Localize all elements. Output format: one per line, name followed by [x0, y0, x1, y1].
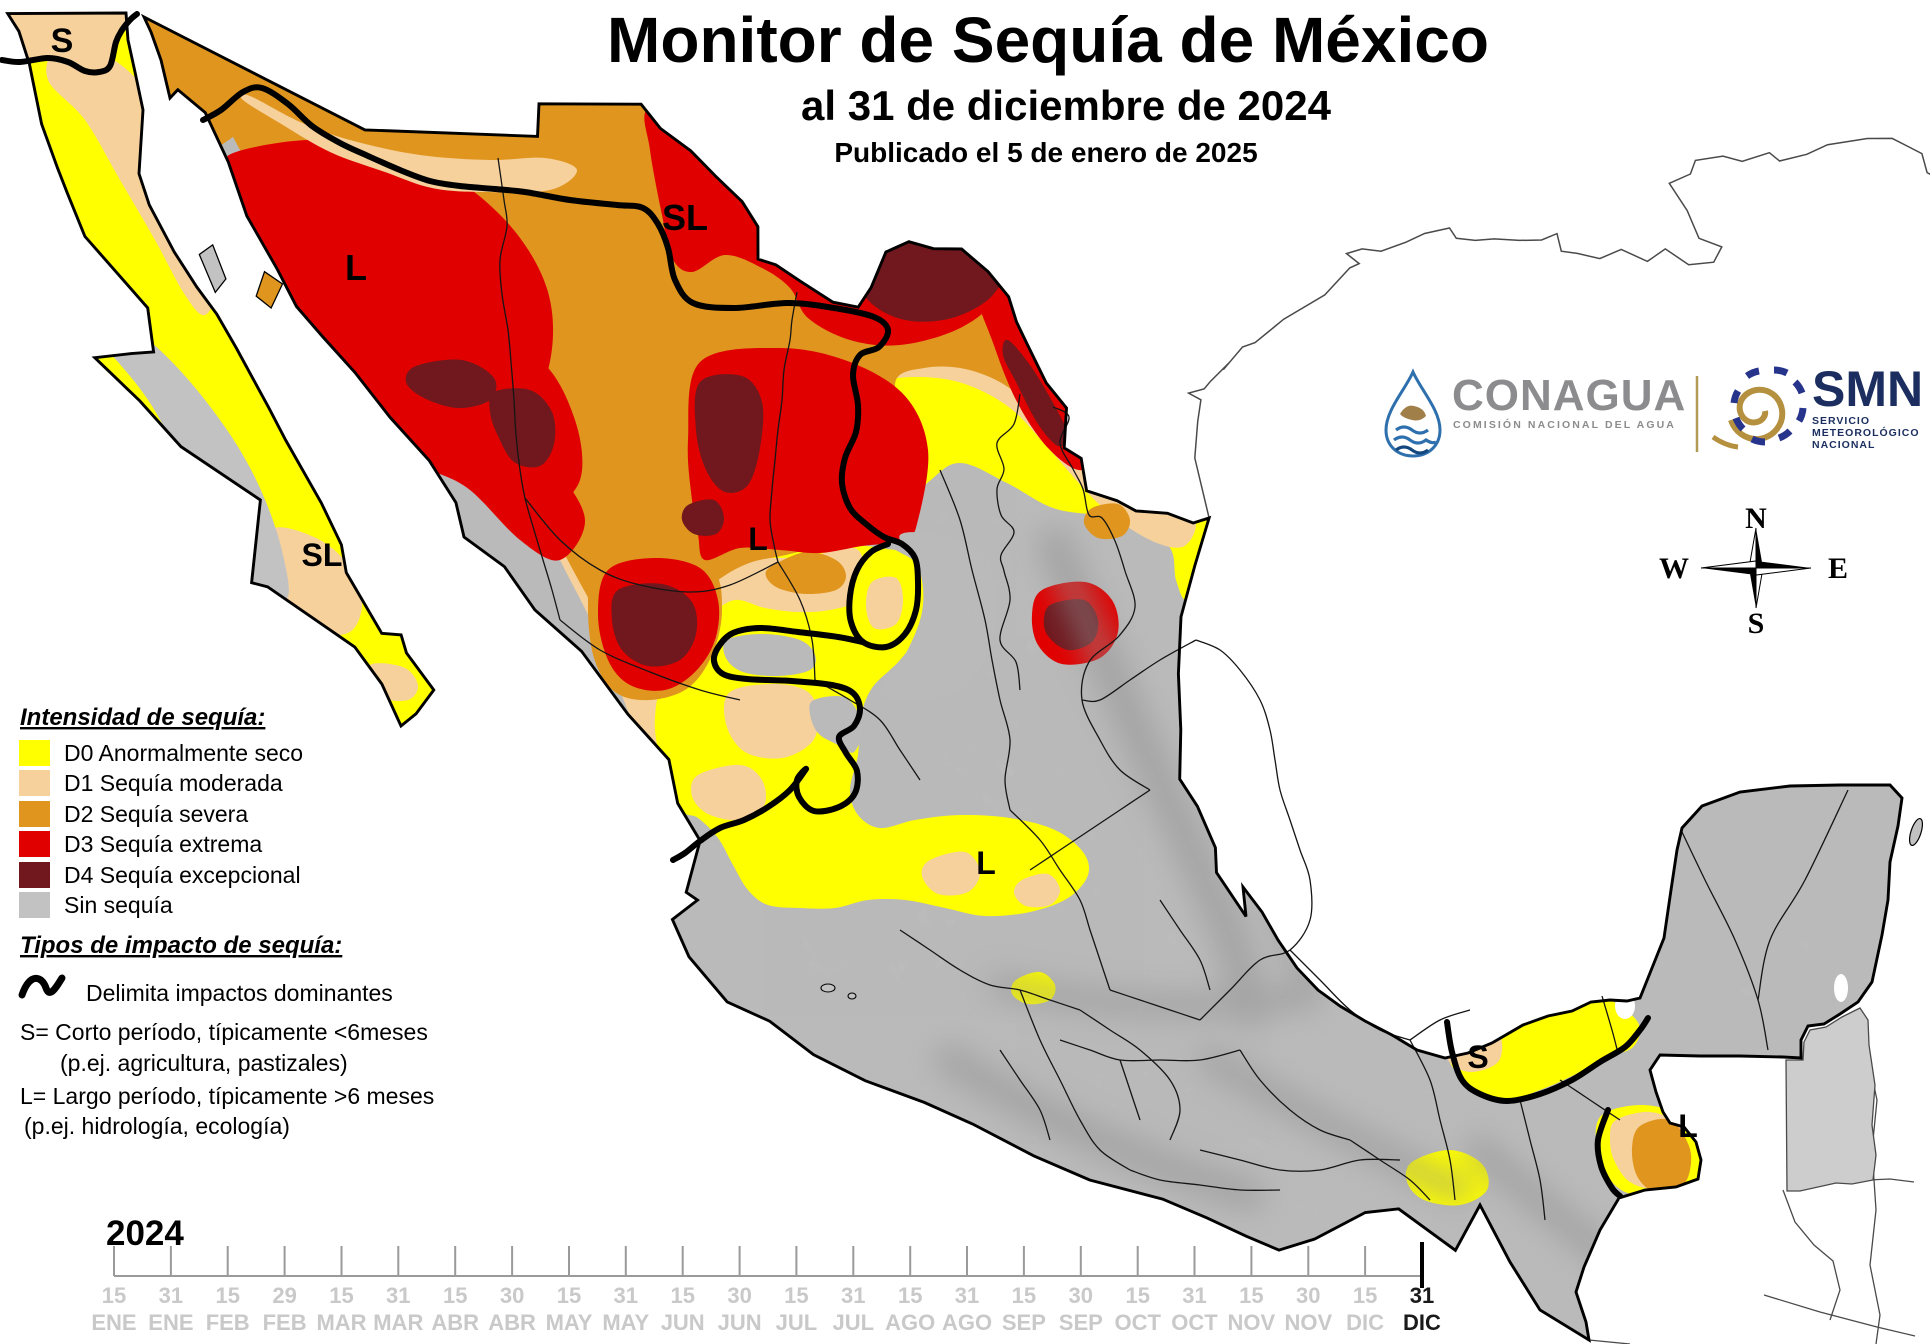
- svg-text:DIC: DIC: [1403, 1310, 1441, 1335]
- svg-text:ENE: ENE: [148, 1310, 193, 1335]
- svg-text:NOV: NOV: [1228, 1310, 1276, 1335]
- svg-text:W: W: [1659, 552, 1689, 585]
- svg-text:MAR: MAR: [373, 1310, 423, 1335]
- svg-text:SEP: SEP: [1059, 1310, 1103, 1335]
- svg-text:L: L: [976, 845, 996, 881]
- svg-text:NOV: NOV: [1284, 1310, 1332, 1335]
- svg-text:L: L: [1678, 1108, 1698, 1144]
- svg-text:SL: SL: [662, 197, 708, 238]
- svg-text:15: 15: [1125, 1283, 1149, 1308]
- svg-text:SL: SL: [302, 537, 343, 573]
- svg-text:MAY: MAY: [602, 1310, 649, 1335]
- svg-text:15: 15: [557, 1283, 581, 1308]
- svg-text:15: 15: [1239, 1283, 1263, 1308]
- svg-text:15: 15: [670, 1283, 694, 1308]
- svg-text:AGO: AGO: [885, 1310, 935, 1335]
- svg-text:AGO: AGO: [942, 1310, 992, 1335]
- svg-text:15: 15: [215, 1283, 239, 1308]
- svg-text:15: 15: [329, 1283, 353, 1308]
- svg-text:D4 Sequía excepcional: D4 Sequía excepcional: [64, 862, 301, 888]
- svg-text:31: 31: [614, 1283, 638, 1308]
- svg-text:S: S: [51, 22, 74, 60]
- svg-text:FEB: FEB: [206, 1310, 250, 1335]
- svg-text:JUN: JUN: [718, 1310, 762, 1335]
- svg-text:MAR: MAR: [316, 1310, 366, 1335]
- svg-text:D1 Sequía moderada: D1 Sequía moderada: [64, 770, 283, 796]
- svg-text:D3 Sequía extrema: D3 Sequía extrema: [64, 831, 262, 857]
- svg-text:30: 30: [1296, 1283, 1320, 1308]
- svg-text:31: 31: [1182, 1283, 1206, 1308]
- svg-text:ABR: ABR: [488, 1310, 536, 1335]
- svg-text:SMN: SMN: [1812, 361, 1923, 417]
- svg-text:al 31 de diciembre de 2024: al 31 de diciembre de 2024: [801, 82, 1332, 129]
- svg-text:D2 Sequía severa: D2 Sequía severa: [64, 801, 248, 827]
- svg-text:S: S: [1467, 1039, 1488, 1075]
- svg-text:FEB: FEB: [263, 1310, 307, 1335]
- svg-text:15: 15: [1012, 1283, 1036, 1308]
- svg-text:31: 31: [386, 1283, 410, 1308]
- svg-text:ENE: ENE: [91, 1310, 136, 1335]
- svg-text:31: 31: [955, 1283, 979, 1308]
- svg-text:Publicado el 5 de enero de 202: Publicado el 5 de enero de 2025: [834, 137, 1257, 168]
- svg-text:(p.ej. hidrología, ecología): (p.ej. hidrología, ecología): [24, 1113, 290, 1139]
- svg-text:29: 29: [272, 1283, 296, 1308]
- svg-text:E: E: [1828, 552, 1848, 585]
- svg-text:15: 15: [1353, 1283, 1377, 1308]
- svg-text:L: L: [748, 521, 768, 557]
- svg-text:Intensidad de sequía:: Intensidad de sequía:: [20, 704, 265, 731]
- svg-text:N: N: [1745, 502, 1767, 535]
- svg-text:30: 30: [500, 1283, 524, 1308]
- svg-text:COMISIÓN NACIONAL DEL AGUA: COMISIÓN NACIONAL DEL AGUA: [1453, 418, 1676, 431]
- svg-text:OCT: OCT: [1171, 1310, 1218, 1335]
- svg-text:Tipos de impacto de sequía:: Tipos de impacto de sequía:: [20, 932, 342, 959]
- svg-text:S= Corto período, típicamente: S= Corto período, típicamente <6meses: [20, 1019, 428, 1045]
- svg-text:15: 15: [102, 1283, 126, 1308]
- svg-text:JUN: JUN: [661, 1310, 705, 1335]
- svg-text:31: 31: [159, 1283, 183, 1308]
- svg-text:SERVICIO: SERVICIO: [1812, 415, 1870, 427]
- svg-text:Delimita impactos dominantes: Delimita impactos dominantes: [86, 980, 393, 1006]
- svg-text:OCT: OCT: [1114, 1310, 1161, 1335]
- svg-text:S: S: [1748, 607, 1765, 640]
- svg-text:NACIONAL: NACIONAL: [1812, 439, 1875, 451]
- svg-text:L= Largo período, típicamente: L= Largo período, típicamente >6 meses: [20, 1083, 434, 1109]
- svg-text:SEP: SEP: [1002, 1310, 1046, 1335]
- svg-text:METEOROLÓGICO: METEOROLÓGICO: [1812, 426, 1920, 439]
- svg-text:D0 Anormalmente seco: D0 Anormalmente seco: [64, 740, 303, 766]
- svg-text:CONAGUA: CONAGUA: [1452, 371, 1686, 420]
- svg-text:15: 15: [898, 1283, 922, 1308]
- svg-text:15: 15: [784, 1283, 808, 1308]
- svg-text:2024: 2024: [106, 1214, 184, 1253]
- svg-text:30: 30: [1069, 1283, 1093, 1308]
- svg-text:15: 15: [443, 1283, 467, 1308]
- svg-text:Sin sequía: Sin sequía: [64, 892, 173, 918]
- svg-text:31: 31: [841, 1283, 865, 1308]
- svg-text:JUL: JUL: [776, 1310, 818, 1335]
- svg-text:(p.ej. agricultura, pastizales: (p.ej. agricultura, pastizales): [60, 1050, 348, 1076]
- svg-text:DIC: DIC: [1346, 1310, 1384, 1335]
- svg-text:Monitor de Sequía de México: Monitor de Sequía de México: [607, 4, 1489, 76]
- svg-text:L: L: [345, 247, 367, 288]
- svg-text:31: 31: [1410, 1283, 1434, 1308]
- svg-text:30: 30: [727, 1283, 751, 1308]
- svg-text:JUL: JUL: [833, 1310, 875, 1335]
- svg-text:ABR: ABR: [431, 1310, 479, 1335]
- svg-text:MAY: MAY: [546, 1310, 593, 1335]
